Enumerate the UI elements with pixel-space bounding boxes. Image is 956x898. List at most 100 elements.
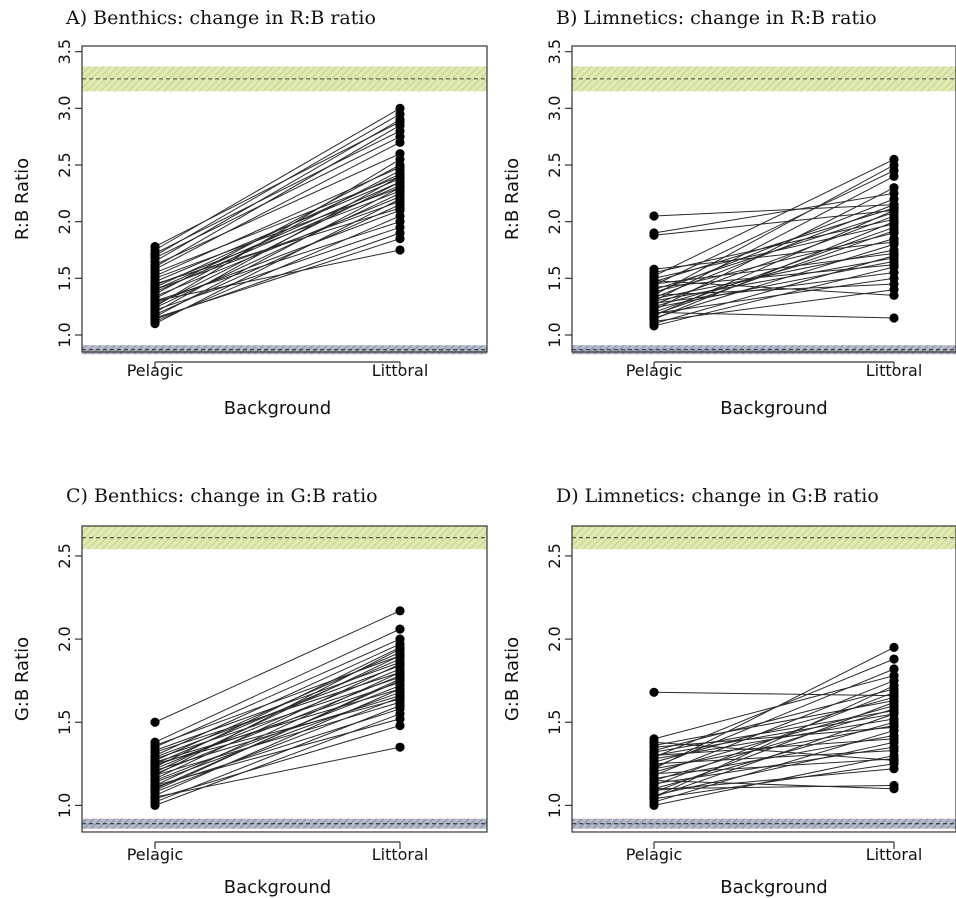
- pair-line: [653, 763, 895, 800]
- pair-line: [154, 164, 401, 295]
- pair-line: [154, 648, 401, 776]
- point-littoral: [395, 103, 405, 113]
- pair-line: [154, 190, 401, 286]
- y-axis-label: R:B Ratio: [12, 158, 33, 240]
- point-littoral: [395, 154, 405, 164]
- pair-line: [653, 668, 895, 768]
- point-littoral: [395, 217, 405, 227]
- pair-line: [653, 280, 895, 296]
- point-pelagic: [150, 313, 160, 323]
- pair-line: [154, 113, 401, 257]
- point-littoral: [395, 203, 405, 213]
- pair-line: [154, 153, 401, 266]
- pair-line: [154, 187, 401, 318]
- pair-line: [653, 680, 895, 776]
- upper-reference-band: [82, 526, 487, 550]
- pair-line: [653, 277, 895, 314]
- point-pelagic: [150, 717, 160, 727]
- y-tick-label: 1.0: [55, 322, 74, 347]
- y-tick-label: 1.0: [55, 793, 74, 818]
- pair-line: [653, 758, 895, 775]
- pair-line: [653, 215, 895, 305]
- pair-line: [653, 241, 895, 270]
- pair-line: [653, 726, 895, 748]
- point-littoral: [395, 694, 405, 704]
- point-littoral: [889, 671, 899, 681]
- point-littoral: [889, 268, 899, 278]
- pair-line: [653, 289, 895, 322]
- data-points: [649, 642, 899, 810]
- point-pelagic: [649, 228, 659, 238]
- panel-b: 1.0 1.5 2.0 2.5 3.0 3.5 Pelagic Littoral B) Limn…: [502, 7, 956, 419]
- y-tick-label: 2.0: [55, 626, 74, 651]
- y-tick-label: 3.0: [55, 96, 74, 121]
- point-pelagic: [150, 737, 160, 747]
- x-tick-label-littoral: Littoral: [866, 845, 923, 864]
- y-tick-label: 2.0: [545, 626, 564, 651]
- x-tick-label-littoral: Littoral: [866, 361, 923, 380]
- plot-frame: [571, 45, 956, 353]
- point-pelagic: [150, 770, 160, 781]
- data-points: [150, 606, 405, 810]
- panel-title: D) Limnetics: change in G:B ratio: [556, 485, 879, 507]
- pair-line: [154, 676, 401, 760]
- point-pelagic: [649, 296, 659, 306]
- point-littoral: [395, 624, 405, 634]
- y-tick-label: 3.5: [55, 39, 74, 64]
- point-littoral: [889, 200, 899, 210]
- pair-line: [154, 196, 401, 297]
- point-pelagic: [150, 785, 160, 796]
- point-littoral: [889, 764, 899, 774]
- point-littoral: [395, 117, 405, 127]
- point-littoral: [395, 162, 405, 172]
- pair-line: [154, 192, 401, 309]
- point-littoral: [889, 253, 899, 263]
- pair-line: [154, 695, 401, 771]
- x-tick-label-pelagic: Pelagic: [626, 361, 683, 380]
- pair-line: [154, 200, 401, 291]
- y-tick-label: 3.5: [545, 39, 564, 64]
- pair-line: [653, 230, 895, 316]
- point-littoral: [395, 674, 405, 684]
- point-littoral: [395, 657, 405, 667]
- pair-line: [653, 700, 895, 747]
- point-littoral: [889, 784, 899, 794]
- pair-line: [154, 175, 401, 274]
- y-axis-label: G:B Ratio: [12, 637, 33, 721]
- point-littoral: [889, 237, 899, 247]
- point-littoral: [395, 634, 405, 644]
- x-axis-label: Background: [224, 398, 331, 419]
- x-tick-label-littoral: Littoral: [372, 845, 429, 864]
- pair-line: [154, 688, 401, 763]
- pair-line: [653, 170, 895, 286]
- point-pelagic: [649, 750, 659, 761]
- pair-line: [154, 643, 401, 756]
- point-pelagic: [150, 285, 160, 295]
- pair-line: [154, 661, 401, 751]
- y-tick-label: 1.5: [55, 710, 74, 735]
- point-littoral: [395, 644, 405, 654]
- pair-line: [653, 283, 895, 296]
- x-axis-label: Background: [224, 877, 331, 898]
- pair-line: [653, 175, 895, 302]
- pair-line: [653, 755, 895, 806]
- y-tick-label: 3.0: [545, 96, 564, 121]
- point-littoral: [395, 714, 405, 724]
- pair-line: [154, 175, 401, 313]
- point-pelagic: [649, 784, 659, 794]
- point-littoral: [395, 606, 405, 616]
- pair-line: [154, 181, 401, 306]
- plot-frame: [571, 525, 956, 833]
- pair-line: [653, 741, 895, 761]
- point-pelagic: [649, 764, 659, 774]
- pair-line: [653, 223, 895, 279]
- paired-lines: [154, 610, 401, 806]
- pair-line: [653, 264, 895, 288]
- pair-line: [154, 691, 401, 783]
- point-pelagic: [649, 310, 659, 320]
- pair-line: [653, 675, 895, 740]
- pair-line: [154, 688, 401, 796]
- point-littoral: [889, 664, 899, 674]
- pair-line: [653, 218, 895, 274]
